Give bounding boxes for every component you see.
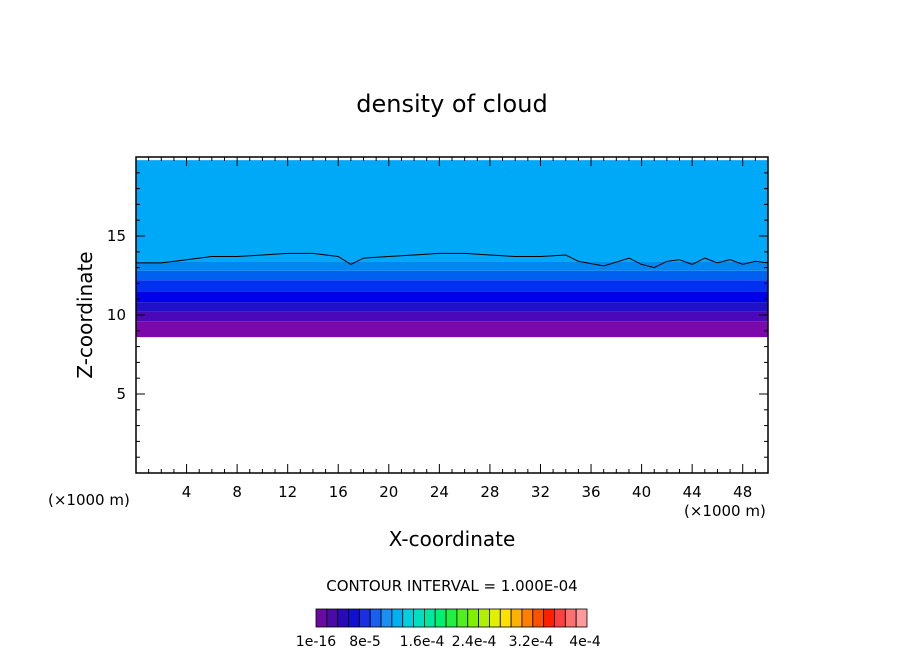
colorbar-label: 1e-16 [296, 634, 336, 650]
colorbar-swatch [489, 608, 501, 628]
colorbar-swatch [315, 608, 328, 628]
contour-line [136, 252, 768, 269]
y-axis-ticks: 5 10 15 [107, 172, 768, 458]
colorbar-swatch [358, 608, 371, 628]
y-axis-label: Z-coordinate [73, 251, 97, 378]
x-unit-right: (×1000 m) [684, 502, 766, 520]
x-unit-left: (×1000 m) [48, 491, 130, 509]
cloud-band [136, 270, 768, 281]
x-axis-label: X-coordinate [389, 527, 516, 551]
y-tick-label: 10 [107, 306, 126, 324]
cloud-field [136, 160, 768, 338]
colorbar-swatch [413, 608, 425, 628]
chart-title: density of cloud [356, 90, 547, 118]
cloud-band [136, 291, 768, 303]
x-axis-ticks: 4 8 12 16 20 24 28 32 36 40 44 48 [148, 157, 756, 501]
x-tick-label: 8 [232, 483, 242, 501]
colorbar-swatch [369, 608, 382, 628]
colorbar-swatch [543, 608, 555, 628]
x-tick-label: 24 [430, 483, 449, 501]
colorbar-swatch [554, 608, 566, 628]
colorbar-swatch [456, 608, 469, 628]
x-tick-label: 4 [182, 483, 192, 501]
colorbar-swatch [380, 608, 393, 628]
x-tick-label: 44 [683, 483, 702, 501]
colorbar-swatch [521, 608, 534, 628]
x-tick-label: 16 [329, 483, 348, 501]
cloud-band [136, 280, 768, 292]
colorbar-swatch [564, 608, 577, 628]
colorbar-label: 1.6e-4 [400, 634, 445, 650]
colorbar-swatch [348, 608, 360, 628]
colorbar-label: 4e-4 [569, 634, 601, 650]
contour-interval-label: CONTOUR INTERVAL = 1.000E-04 [326, 577, 577, 595]
cloud-band [136, 311, 768, 322]
colorbar-swatch [478, 608, 490, 628]
cloud-band [136, 261, 768, 271]
x-tick-label: 20 [379, 483, 398, 501]
colorbar-swatch [575, 608, 588, 628]
cloud-band [136, 321, 768, 338]
colorbar-swatch [402, 608, 414, 628]
colorbar-swatch [434, 608, 447, 628]
colorbar-swatch [532, 608, 545, 628]
colorbar-label: 3.2e-4 [509, 634, 554, 650]
colorbar [315, 608, 588, 628]
colorbar-labels: 1e-16 8e-5 1.6e-4 2.4e-4 3.2e-4 4e-4 [296, 634, 601, 650]
colorbar-swatch [499, 608, 512, 628]
colorbar-label: 2.4e-4 [452, 634, 497, 650]
x-tick-label: 48 [733, 483, 752, 501]
colorbar-swatch [510, 608, 523, 628]
x-tick-label: 12 [278, 483, 297, 501]
colorbar-swatch [337, 608, 349, 628]
colorbar-swatch [391, 608, 404, 628]
colorbar-swatch [445, 608, 458, 628]
x-tick-label: 40 [632, 483, 651, 501]
cloud-band [136, 302, 768, 312]
cloud-band [136, 160, 768, 262]
x-tick-label: 32 [531, 483, 550, 501]
colorbar-label: 8e-5 [349, 634, 380, 650]
x-tick-label: 28 [480, 483, 499, 501]
colorbar-swatch [467, 608, 480, 628]
x-tick-label: 36 [581, 483, 600, 501]
y-tick-label: 15 [107, 227, 126, 245]
colorbar-swatch [326, 608, 339, 628]
y-tick-label: 5 [116, 385, 126, 403]
colorbar-swatch [423, 608, 436, 628]
